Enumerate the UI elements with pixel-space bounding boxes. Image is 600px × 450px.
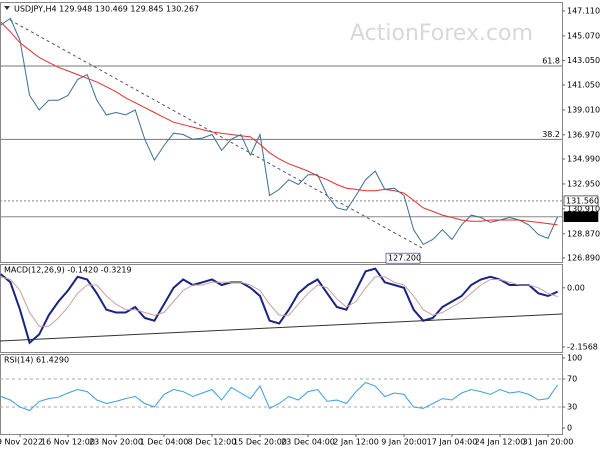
x-tick-label: 24 Jan 12:00 bbox=[475, 438, 526, 447]
y-tick-label: 143.050 bbox=[567, 56, 600, 65]
trend-line bbox=[9, 19, 423, 249]
low-label: 127.200 bbox=[388, 254, 421, 263]
y-tick-label: 0.00 bbox=[567, 283, 585, 292]
series-line bbox=[0, 267, 559, 345]
x-tick-label: 9 Jan 20:00 bbox=[381, 438, 427, 447]
price-box bbox=[563, 211, 599, 223]
price-box-label: 130.267 bbox=[566, 212, 599, 221]
series-line bbox=[0, 17, 559, 246]
price-box bbox=[563, 195, 599, 207]
series-line bbox=[0, 276, 558, 327]
rsi-panel bbox=[0, 354, 563, 435]
y-tick-label: 145.070 bbox=[567, 31, 600, 40]
x-tick-label: 31 Jan 20:00 bbox=[523, 438, 574, 447]
low-box bbox=[385, 252, 421, 264]
y-tick-label: 0 bbox=[567, 424, 572, 433]
y-tick-label: 130.910 bbox=[567, 204, 600, 213]
macd-trend-line bbox=[0, 313, 563, 342]
series-line bbox=[0, 21, 558, 226]
macd-panel bbox=[0, 264, 563, 353]
price-box-label: 131.560 bbox=[566, 196, 599, 205]
series-line bbox=[0, 381, 559, 412]
level-label: 38.2 bbox=[542, 130, 560, 139]
x-tick-label: 1 Dec 04:00 bbox=[140, 438, 189, 447]
x-tick-label: 16 Nov 12:00 bbox=[41, 438, 95, 447]
x-tick-label: 15 Dec 20:00 bbox=[233, 438, 287, 447]
y-tick-label: 147.110 bbox=[567, 6, 600, 15]
price-title: USDJPY,H4 129.948 130.469 129.845 130.26… bbox=[14, 5, 199, 14]
x-tick-label: 17 Jan 04:00 bbox=[427, 438, 478, 447]
y-tick-label: 126.890 bbox=[567, 253, 600, 262]
x-tick-label: 9 Nov 2022 bbox=[0, 438, 43, 447]
y-tick-label: 132.950 bbox=[567, 179, 600, 188]
x-tick-label: 23 Nov 20:00 bbox=[89, 438, 143, 447]
price-panel bbox=[0, 2, 563, 263]
rsi-title: RSI(14) 61.4290 bbox=[4, 356, 69, 365]
y-tick-label: 136.970 bbox=[567, 130, 600, 139]
y-tick-label: 128.870 bbox=[567, 229, 600, 238]
macd-title: MACD(12,26,9) -0.1420 -0.3219 bbox=[4, 266, 132, 275]
y-tick-label: 139.010 bbox=[567, 105, 600, 114]
y-tick-label: 30 bbox=[567, 403, 577, 412]
watermark: ActionForex.com bbox=[350, 21, 533, 46]
menu-arrow bbox=[4, 6, 10, 10]
y-tick-label: 134.990 bbox=[567, 155, 600, 164]
y-tick-label: 70 bbox=[567, 374, 577, 383]
y-tick-label: 141.050 bbox=[567, 80, 600, 89]
y-tick-label: 100 bbox=[567, 353, 582, 362]
x-tick-label: 2 Jan 12:00 bbox=[333, 438, 379, 447]
x-tick-label: 23 Dec 04:00 bbox=[281, 438, 335, 447]
y-tick-label: -2.1568 bbox=[567, 342, 598, 351]
level-label: 61.8 bbox=[542, 57, 560, 66]
x-tick-label: 8 Dec 12:00 bbox=[188, 438, 237, 447]
